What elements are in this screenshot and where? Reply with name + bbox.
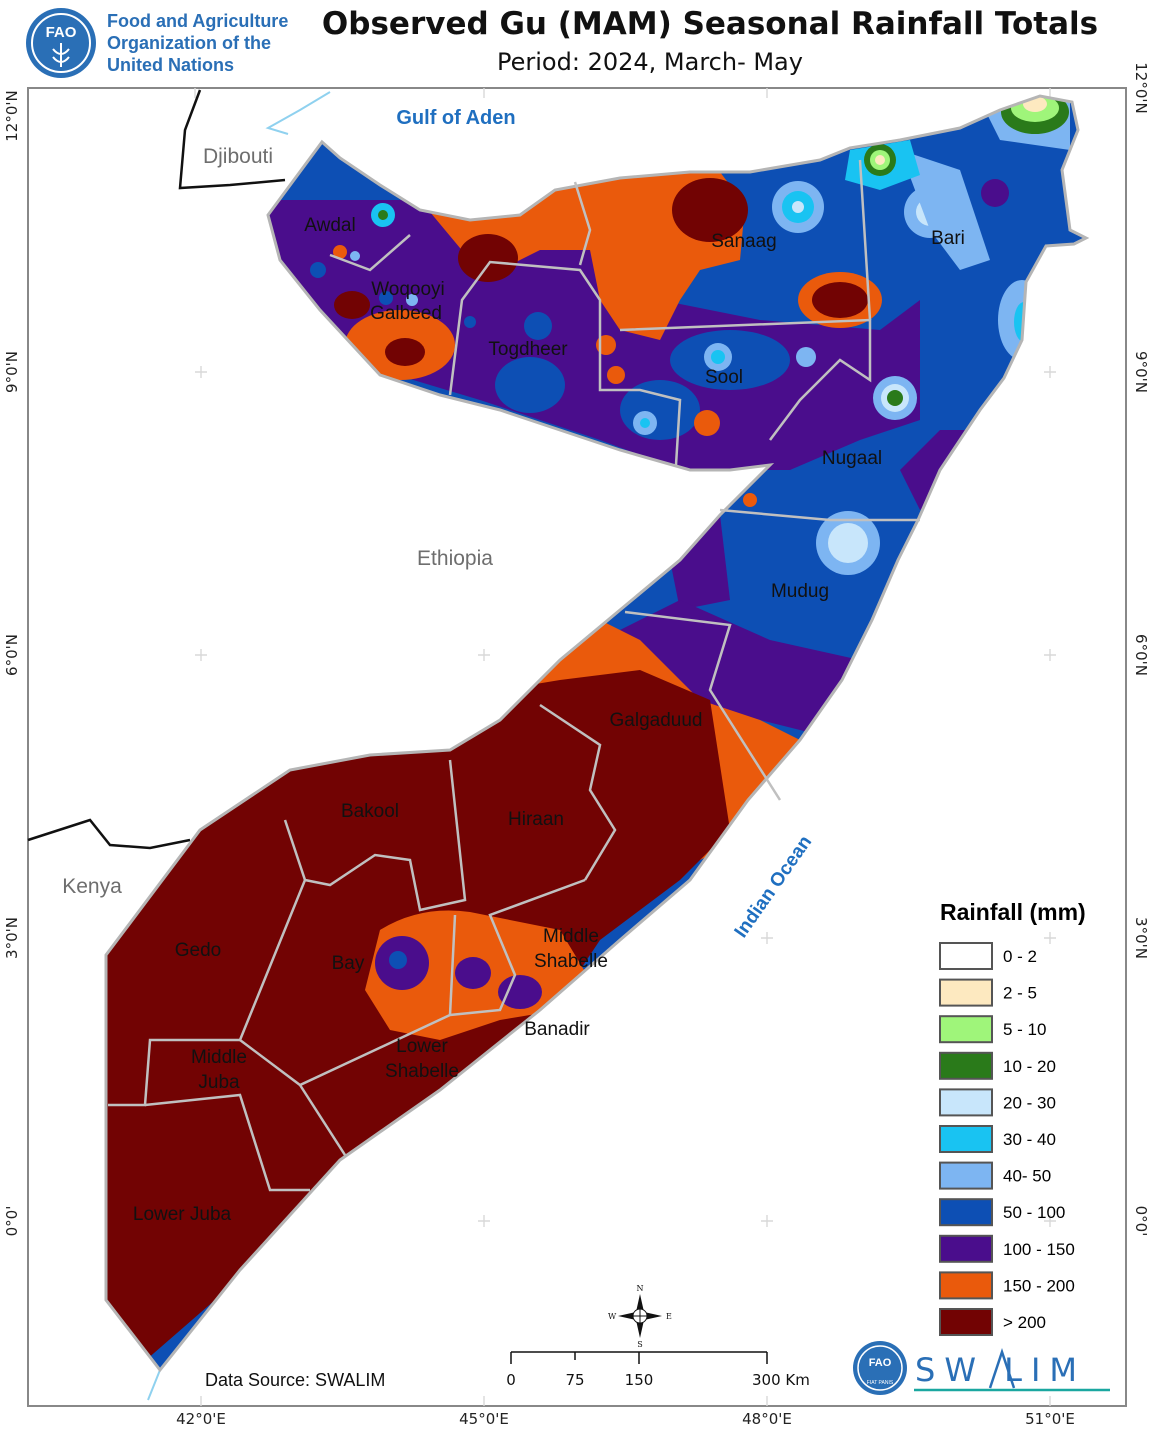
swalim-fiat-panis: FIAT PANIS [867,1380,894,1386]
compass-s: S [637,1340,642,1349]
region-mudug: Mudug [771,581,829,602]
juba-river-mouth [147,1369,161,1401]
north-arrow: N S E W [608,1284,672,1349]
legend-title: Rainfall (mm) [940,899,1086,925]
region-awdal: Awdal [304,215,355,236]
scale-tick-75: 75 [565,1371,584,1389]
legend-swatch-9 [939,1271,993,1300]
map-period: Period: 2024, March- May [497,48,803,76]
legend-swatch-6 [939,1161,993,1190]
lat-label-left-6: 6°0'N [3,634,21,676]
lat-label-left-9: 9°0'N [3,351,21,393]
legend-label-6: 40- 50 [1003,1167,1051,1186]
lat-label-left-3: 3°0'N [3,917,21,959]
map-title: Observed Gu (MAM) Seasonal Rainfall Tota… [321,6,1099,42]
kenya-label: Kenya [62,875,122,898]
legend-label-10: > 200 [1003,1313,1046,1332]
legend-label-0: 0 - 2 [1003,947,1037,966]
lat-label-right-3: 3°0'N [1132,917,1150,959]
region-middle-shabelle-1: Middle [543,926,599,947]
lon-label-42: 42°0'E [176,1410,226,1428]
region-bay: Bay [332,953,365,974]
legend-label-7: 50 - 100 [1003,1203,1065,1222]
region-sool: Sool [705,367,743,388]
region-bakool: Bakool [341,801,399,822]
org-line-2: Organization of the [107,33,271,53]
legend-swatch-7 [939,1198,993,1227]
legend-swatch-10 [939,1308,993,1336]
region-woqooyi: Woqooyi [371,279,445,300]
legend-swatch-1 [939,978,993,1007]
compass-n: N [637,1284,644,1293]
kenya-border [27,818,191,850]
org-line-3: United Nations [107,55,235,75]
region-middle-juba-1: Middle [191,1047,247,1068]
region-galgaduud: Galgaduud [610,710,703,731]
legend-swatch-0 [939,942,993,970]
legend-label-1: 2 - 5 [1003,984,1037,1003]
org-line-1: Food and Agriculture [107,11,289,31]
swalim-logo: FAO FIAT PANIS SW LIM [853,1341,1110,1395]
lat-label-right-0: 0°0' [1132,1206,1150,1237]
data-source: Data Source: SWALIM [205,1370,385,1390]
region-banadir: Banadir [524,1019,590,1040]
lon-label-45: 45°0'E [459,1410,509,1428]
lat-label-right-12: 12°0'N [1132,62,1150,113]
legend-label-4: 20 - 30 [1003,1093,1056,1112]
lat-label-right-6: 6°0'N [1132,634,1150,676]
region-hiraan: Hiraan [508,809,564,830]
region-middle-juba-2: Juba [198,1072,240,1093]
region-boundaries [108,159,920,1192]
fao-org-name: Food and Agriculture Organization of the… [107,10,288,76]
region-bari: Bari [931,228,965,249]
region-lower-juba: Lower Juba [133,1204,232,1225]
swalim-fao-letters: FAO [869,1357,892,1369]
legend-label-5: 30 - 40 [1003,1130,1056,1149]
djibouti-border [178,89,286,190]
region-gedo: Gedo [175,940,221,961]
lon-label-51: 51°0'E [1025,1410,1075,1428]
region-togdheer: Togdheer [488,339,568,360]
region-lower-shabelle-2: Shabelle [385,1061,459,1082]
legend-swatch-3 [939,1051,993,1080]
legend-swatch-8 [939,1234,993,1263]
lat-label-left-12: 12°0'N [3,90,21,141]
legend-label-3: 10 - 20 [1003,1057,1056,1076]
legend-label-9: 150 - 200 [1003,1276,1075,1295]
coast-river [265,91,331,135]
compass-e: E [666,1312,672,1321]
legend: Rainfall (mm) 0 - 2 2 - 5 5 - 10 10 - 20 20 … [939,899,1086,1336]
legend-swatch-2 [939,1015,993,1044]
legend-swatch-4 [939,1088,993,1117]
scale-tick-300: 300 Km [752,1371,810,1389]
gulf-of-aden-label: Gulf of Aden [396,107,515,129]
djibouti-label: Djibouti [203,145,273,168]
ethiopia-label: Ethiopia [417,547,493,570]
region-middle-shabelle-2: Shabelle [534,951,608,972]
region-nugaal: Nugaal [822,448,882,469]
compass-w: W [608,1312,617,1321]
region-lower-shabelle-1: Lower [396,1036,448,1057]
scale-tick-0: 0 [506,1371,516,1389]
lat-label-right-9: 9°0'N [1132,351,1150,393]
lat-label-left-0: 0°0' [3,1206,21,1237]
region-sanaag: Sanaag [711,231,777,252]
region-galbeed: Galbeed [370,303,442,324]
lon-label-48: 48°0'E [742,1410,792,1428]
legend-swatch-5 [939,1125,993,1153]
scale-tick-150: 150 [625,1371,654,1389]
scale-bar: 0 75 150 300 Km [506,1351,810,1389]
legend-label-2: 5 - 10 [1003,1020,1046,1039]
legend-label-8: 100 - 150 [1003,1240,1075,1259]
